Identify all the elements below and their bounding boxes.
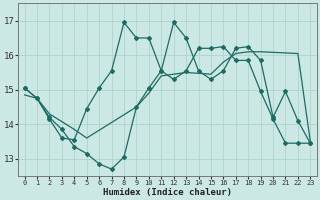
X-axis label: Humidex (Indice chaleur): Humidex (Indice chaleur) [103, 188, 232, 197]
